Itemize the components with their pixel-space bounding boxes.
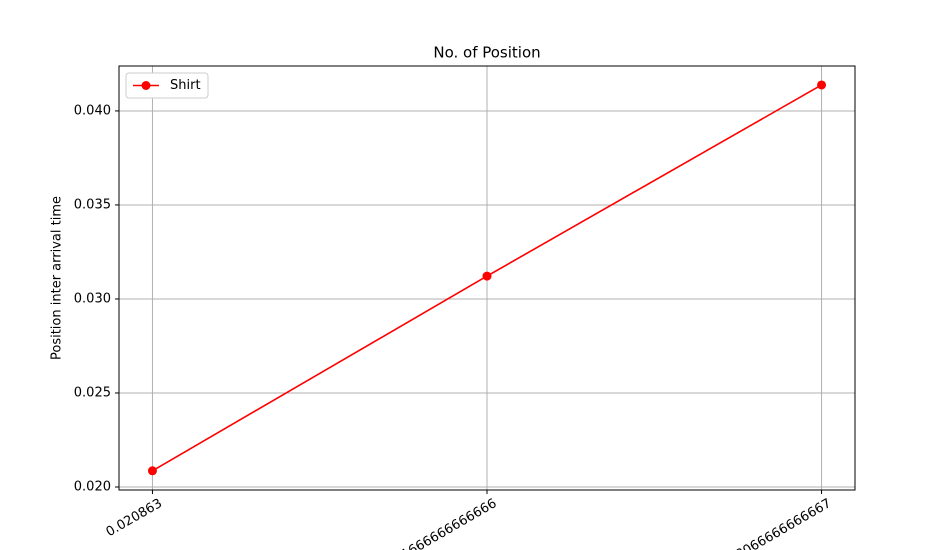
y-tick-label: 0.020 xyxy=(74,479,111,494)
plot-frame xyxy=(118,65,856,491)
marker xyxy=(817,80,827,90)
marker xyxy=(147,466,157,476)
legend-box xyxy=(125,72,209,99)
x-tick-label: 0.03121666666666666 xyxy=(359,496,499,550)
y-tick-label: 0.030 xyxy=(74,291,111,306)
x-tick-label: 0.04138066666666667 xyxy=(694,496,834,550)
legend-label: Shirt xyxy=(170,78,201,93)
x-tick-label: 0.020863 xyxy=(104,496,165,540)
y-tick-label: 0.040 xyxy=(74,103,111,118)
legend-marker xyxy=(141,81,151,90)
chart-title: No. of Position xyxy=(433,44,540,62)
y-tick-label: 0.035 xyxy=(74,197,111,212)
marker xyxy=(482,271,492,281)
y-tick-label: 0.025 xyxy=(74,385,111,400)
y-axis-label: Position inter arrival time xyxy=(50,196,65,360)
